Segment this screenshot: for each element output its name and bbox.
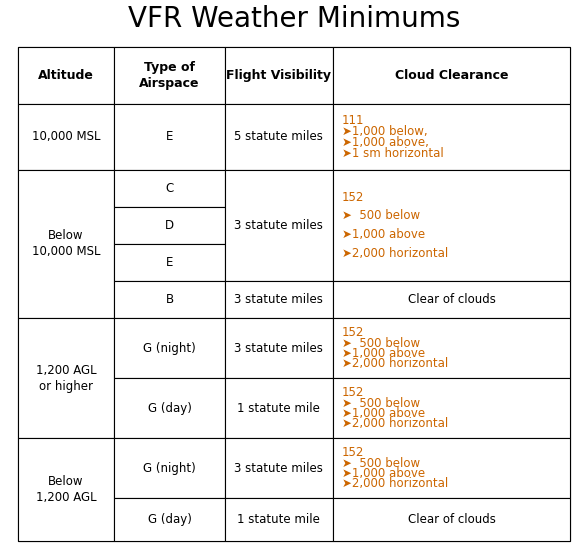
Text: E: E: [166, 130, 173, 144]
Bar: [114, 244, 225, 281]
Bar: [333, 104, 570, 169]
Text: ➤  500 below: ➤ 500 below: [342, 396, 420, 410]
Bar: [225, 318, 333, 378]
Text: 3 statute miles: 3 statute miles: [235, 461, 323, 475]
Text: 1,200 AGL
or higher: 1,200 AGL or higher: [36, 364, 96, 392]
Bar: [225, 498, 333, 541]
Text: ➤1,000 above: ➤1,000 above: [342, 467, 425, 480]
Text: D: D: [165, 219, 174, 232]
Bar: [18, 47, 570, 541]
Text: ➤  500 below: ➤ 500 below: [342, 209, 420, 222]
Text: Clear of clouds: Clear of clouds: [407, 293, 496, 306]
Text: G (night): G (night): [143, 342, 196, 355]
Text: 3 statute miles: 3 statute miles: [235, 293, 323, 306]
Text: 1 statute mile: 1 statute mile: [238, 513, 320, 526]
Bar: [225, 281, 333, 318]
Text: 152: 152: [342, 190, 364, 204]
Bar: [18, 318, 114, 438]
Text: ➤2,000 horizontal: ➤2,000 horizontal: [342, 417, 447, 430]
Text: ➤2,000 horizontal: ➤2,000 horizontal: [342, 477, 447, 490]
Text: ➤  500 below: ➤ 500 below: [342, 457, 420, 470]
Text: Below
10,000 MSL: Below 10,000 MSL: [32, 230, 100, 258]
Bar: [114, 169, 225, 207]
Text: 3 statute miles: 3 statute miles: [235, 219, 323, 232]
Text: ➤2,000 horizontal: ➤2,000 horizontal: [342, 247, 447, 261]
Text: Flight Visibility: Flight Visibility: [226, 69, 331, 82]
Bar: [225, 104, 333, 169]
Text: VFR Weather Minimums: VFR Weather Minimums: [128, 6, 460, 33]
Bar: [333, 169, 570, 281]
Text: Clear of clouds: Clear of clouds: [407, 513, 496, 526]
Bar: [18, 104, 114, 169]
Text: 111: 111: [342, 114, 364, 126]
Text: ➤2,000 horizontal: ➤2,000 horizontal: [342, 357, 447, 370]
Text: Type of
Airspace: Type of Airspace: [139, 61, 200, 90]
Text: Below
1,200 AGL: Below 1,200 AGL: [36, 475, 96, 504]
Bar: [333, 281, 570, 318]
Bar: [114, 498, 225, 541]
Bar: [18, 169, 114, 318]
Text: 5 statute miles: 5 statute miles: [235, 130, 323, 144]
Bar: [114, 47, 225, 104]
Text: G (day): G (day): [148, 402, 192, 415]
Text: C: C: [165, 182, 174, 195]
Text: Cloud Clearance: Cloud Clearance: [395, 69, 508, 82]
Text: 152: 152: [342, 386, 364, 400]
Bar: [333, 47, 570, 104]
Bar: [333, 378, 570, 438]
Bar: [225, 438, 333, 498]
Bar: [114, 207, 225, 244]
Text: ➤1,000 below,: ➤1,000 below,: [342, 125, 427, 138]
Text: ➤  500 below: ➤ 500 below: [342, 337, 420, 349]
Text: ➤1,000 above,: ➤1,000 above,: [342, 136, 429, 149]
Text: B: B: [166, 293, 173, 306]
Text: 10,000 MSL: 10,000 MSL: [32, 130, 100, 144]
Text: E: E: [166, 256, 173, 269]
Bar: [225, 169, 333, 281]
Bar: [333, 438, 570, 498]
Text: ➤1,000 above: ➤1,000 above: [342, 407, 425, 420]
Bar: [333, 318, 570, 378]
Bar: [114, 438, 225, 498]
Bar: [114, 318, 225, 378]
Bar: [225, 378, 333, 438]
Text: 1 statute mile: 1 statute mile: [238, 402, 320, 415]
Text: ➤1,000 above: ➤1,000 above: [342, 347, 425, 360]
Bar: [114, 281, 225, 318]
Text: 3 statute miles: 3 statute miles: [235, 342, 323, 355]
Text: G (day): G (day): [148, 513, 192, 526]
Text: Altitude: Altitude: [38, 69, 94, 82]
Bar: [18, 438, 114, 541]
Text: 152: 152: [342, 447, 364, 459]
Text: ➤1 sm horizontal: ➤1 sm horizontal: [342, 147, 443, 160]
Text: 152: 152: [342, 326, 364, 339]
Bar: [18, 47, 114, 104]
Bar: [225, 47, 333, 104]
Bar: [333, 498, 570, 541]
Text: ➤1,000 above: ➤1,000 above: [342, 229, 425, 241]
Bar: [114, 104, 225, 169]
Text: G (night): G (night): [143, 461, 196, 475]
Bar: [114, 378, 225, 438]
